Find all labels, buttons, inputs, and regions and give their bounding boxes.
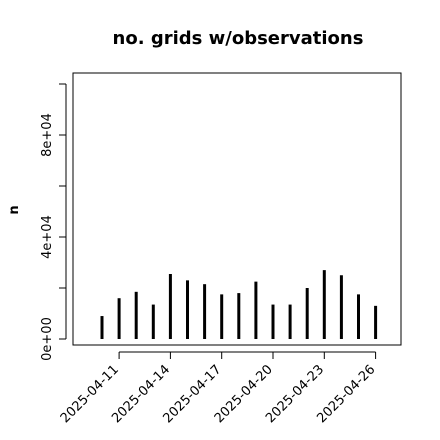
y-axis-label: n	[7, 205, 22, 214]
y-axis: 0e+00 4e+04 8e+04	[40, 83, 67, 361]
y-tick-label: 0e+00	[40, 317, 55, 361]
y-tick-label: 8e+04	[40, 113, 55, 157]
y-tick-label: 4e+04	[40, 215, 55, 259]
x-axis: 2025-04-112025-04-142025-04-172025-04-20…	[58, 351, 378, 426]
plot-frame	[72, 72, 402, 346]
chart-title: no. grids w/observations	[113, 28, 364, 49]
bars-group	[100, 270, 378, 339]
